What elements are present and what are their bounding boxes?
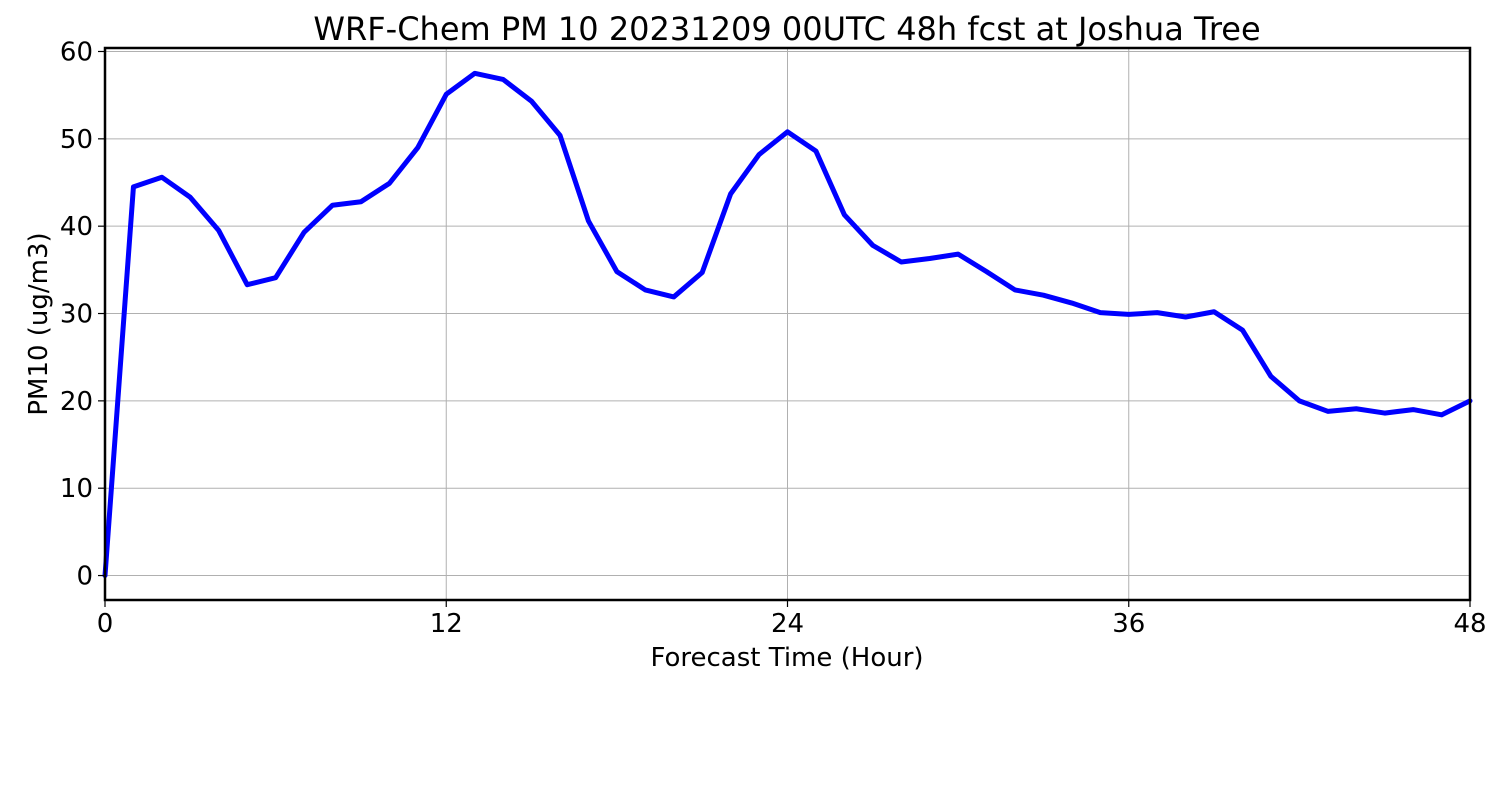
- y-tick-label: 60: [60, 37, 93, 67]
- y-tick-label: 20: [60, 387, 93, 417]
- x-tick-label: 0: [97, 609, 114, 639]
- y-axis-label: PM10 (ug/m3): [24, 232, 54, 415]
- x-tick-label: 48: [1453, 609, 1486, 639]
- x-tick-label: 12: [430, 609, 463, 639]
- y-tick-label: 40: [60, 212, 93, 242]
- y-tick-label: 50: [60, 125, 93, 155]
- chart-title: WRF-Chem PM 10 20231209 00UTC 48h fcst a…: [313, 10, 1260, 48]
- pm10-series-line: [102, 70, 1473, 579]
- x-tick-label: 36: [1112, 609, 1145, 639]
- x-axis-label: Forecast Time (Hour): [650, 643, 923, 673]
- y-tick-label: 30: [60, 300, 93, 330]
- y-tick-label: 0: [76, 562, 93, 592]
- axis-ticks: 0 12 24 36 48 0 10 20 30 40 50 60: [60, 37, 1487, 639]
- y-tick-label: 10: [60, 474, 93, 504]
- series-layer: [102, 70, 1473, 579]
- x-tick-label: 24: [771, 609, 804, 639]
